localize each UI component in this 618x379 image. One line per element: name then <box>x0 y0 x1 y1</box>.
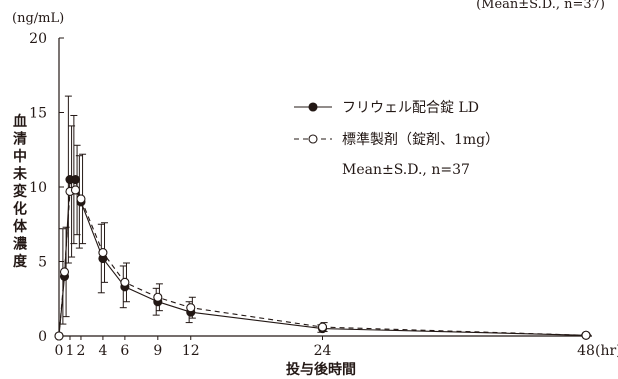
x-tick-label: 24 <box>314 343 332 359</box>
y-axis-title-char: 化 <box>13 201 27 218</box>
data-point <box>120 277 130 287</box>
legend-marker <box>308 102 318 112</box>
series-test <box>54 95 591 341</box>
y-tick-label: 20 <box>29 31 47 47</box>
legend-label: 標準製剤（錠剤、1mg） <box>342 132 499 148</box>
y-tick-label: 5 <box>38 255 47 271</box>
y-tick-label: 10 <box>29 180 47 196</box>
x-tick-label: 12 <box>182 343 200 359</box>
data-point <box>98 248 108 258</box>
series-line <box>58 178 587 337</box>
x-tick-label: 9 <box>153 343 162 359</box>
data-point <box>70 185 81 195</box>
y-axis-title-char: 血 <box>13 113 27 130</box>
x-tick-label: 1 <box>66 343 75 359</box>
series-line <box>58 189 587 337</box>
top-note: (Mean±S.D., n=37) <box>476 0 605 12</box>
y-axis-title-char: 清 <box>13 131 27 148</box>
y-unit-label: (ng/mL) <box>12 11 64 26</box>
data-point <box>317 322 328 332</box>
legend-marker <box>308 134 318 144</box>
x-tick-label: 6 <box>120 343 129 359</box>
y-axis-title-char: 中 <box>13 148 27 165</box>
data-point <box>70 175 81 185</box>
y-axis-title-char: 体 <box>13 218 28 235</box>
x-tick-label: 48 <box>577 343 595 359</box>
series-layer <box>54 95 592 341</box>
data-point <box>186 303 196 313</box>
x-axis-title: 投与後時間 <box>286 361 356 378</box>
data-point <box>76 194 86 204</box>
legend-label: フリウェル配合錠 LD <box>342 100 479 116</box>
y-axis-title-char: 変 <box>13 183 27 200</box>
x-unit-label: (hr) <box>595 343 618 359</box>
y-axis-title-char: 未 <box>13 166 28 183</box>
legend: フリウェル配合錠 LD 標準製剤（錠剤、1mg） Mean±S.D., n=37 <box>294 100 499 178</box>
data-point <box>59 267 70 277</box>
y-axis-title-char: 度 <box>13 253 28 270</box>
x-tick-label: 0 <box>55 343 64 359</box>
y-tick-label: 0 <box>38 329 47 345</box>
data-point <box>581 330 591 340</box>
series-reference <box>54 125 592 341</box>
x-tick-label: 2 <box>76 343 85 359</box>
data-point <box>54 331 64 341</box>
y-axis-title-char: 濃 <box>13 236 28 253</box>
legend-note: Mean±S.D., n=37 <box>342 162 470 178</box>
y-tick-label: 15 <box>29 106 47 122</box>
data-point <box>153 292 163 302</box>
x-tick-label: 4 <box>98 343 107 359</box>
